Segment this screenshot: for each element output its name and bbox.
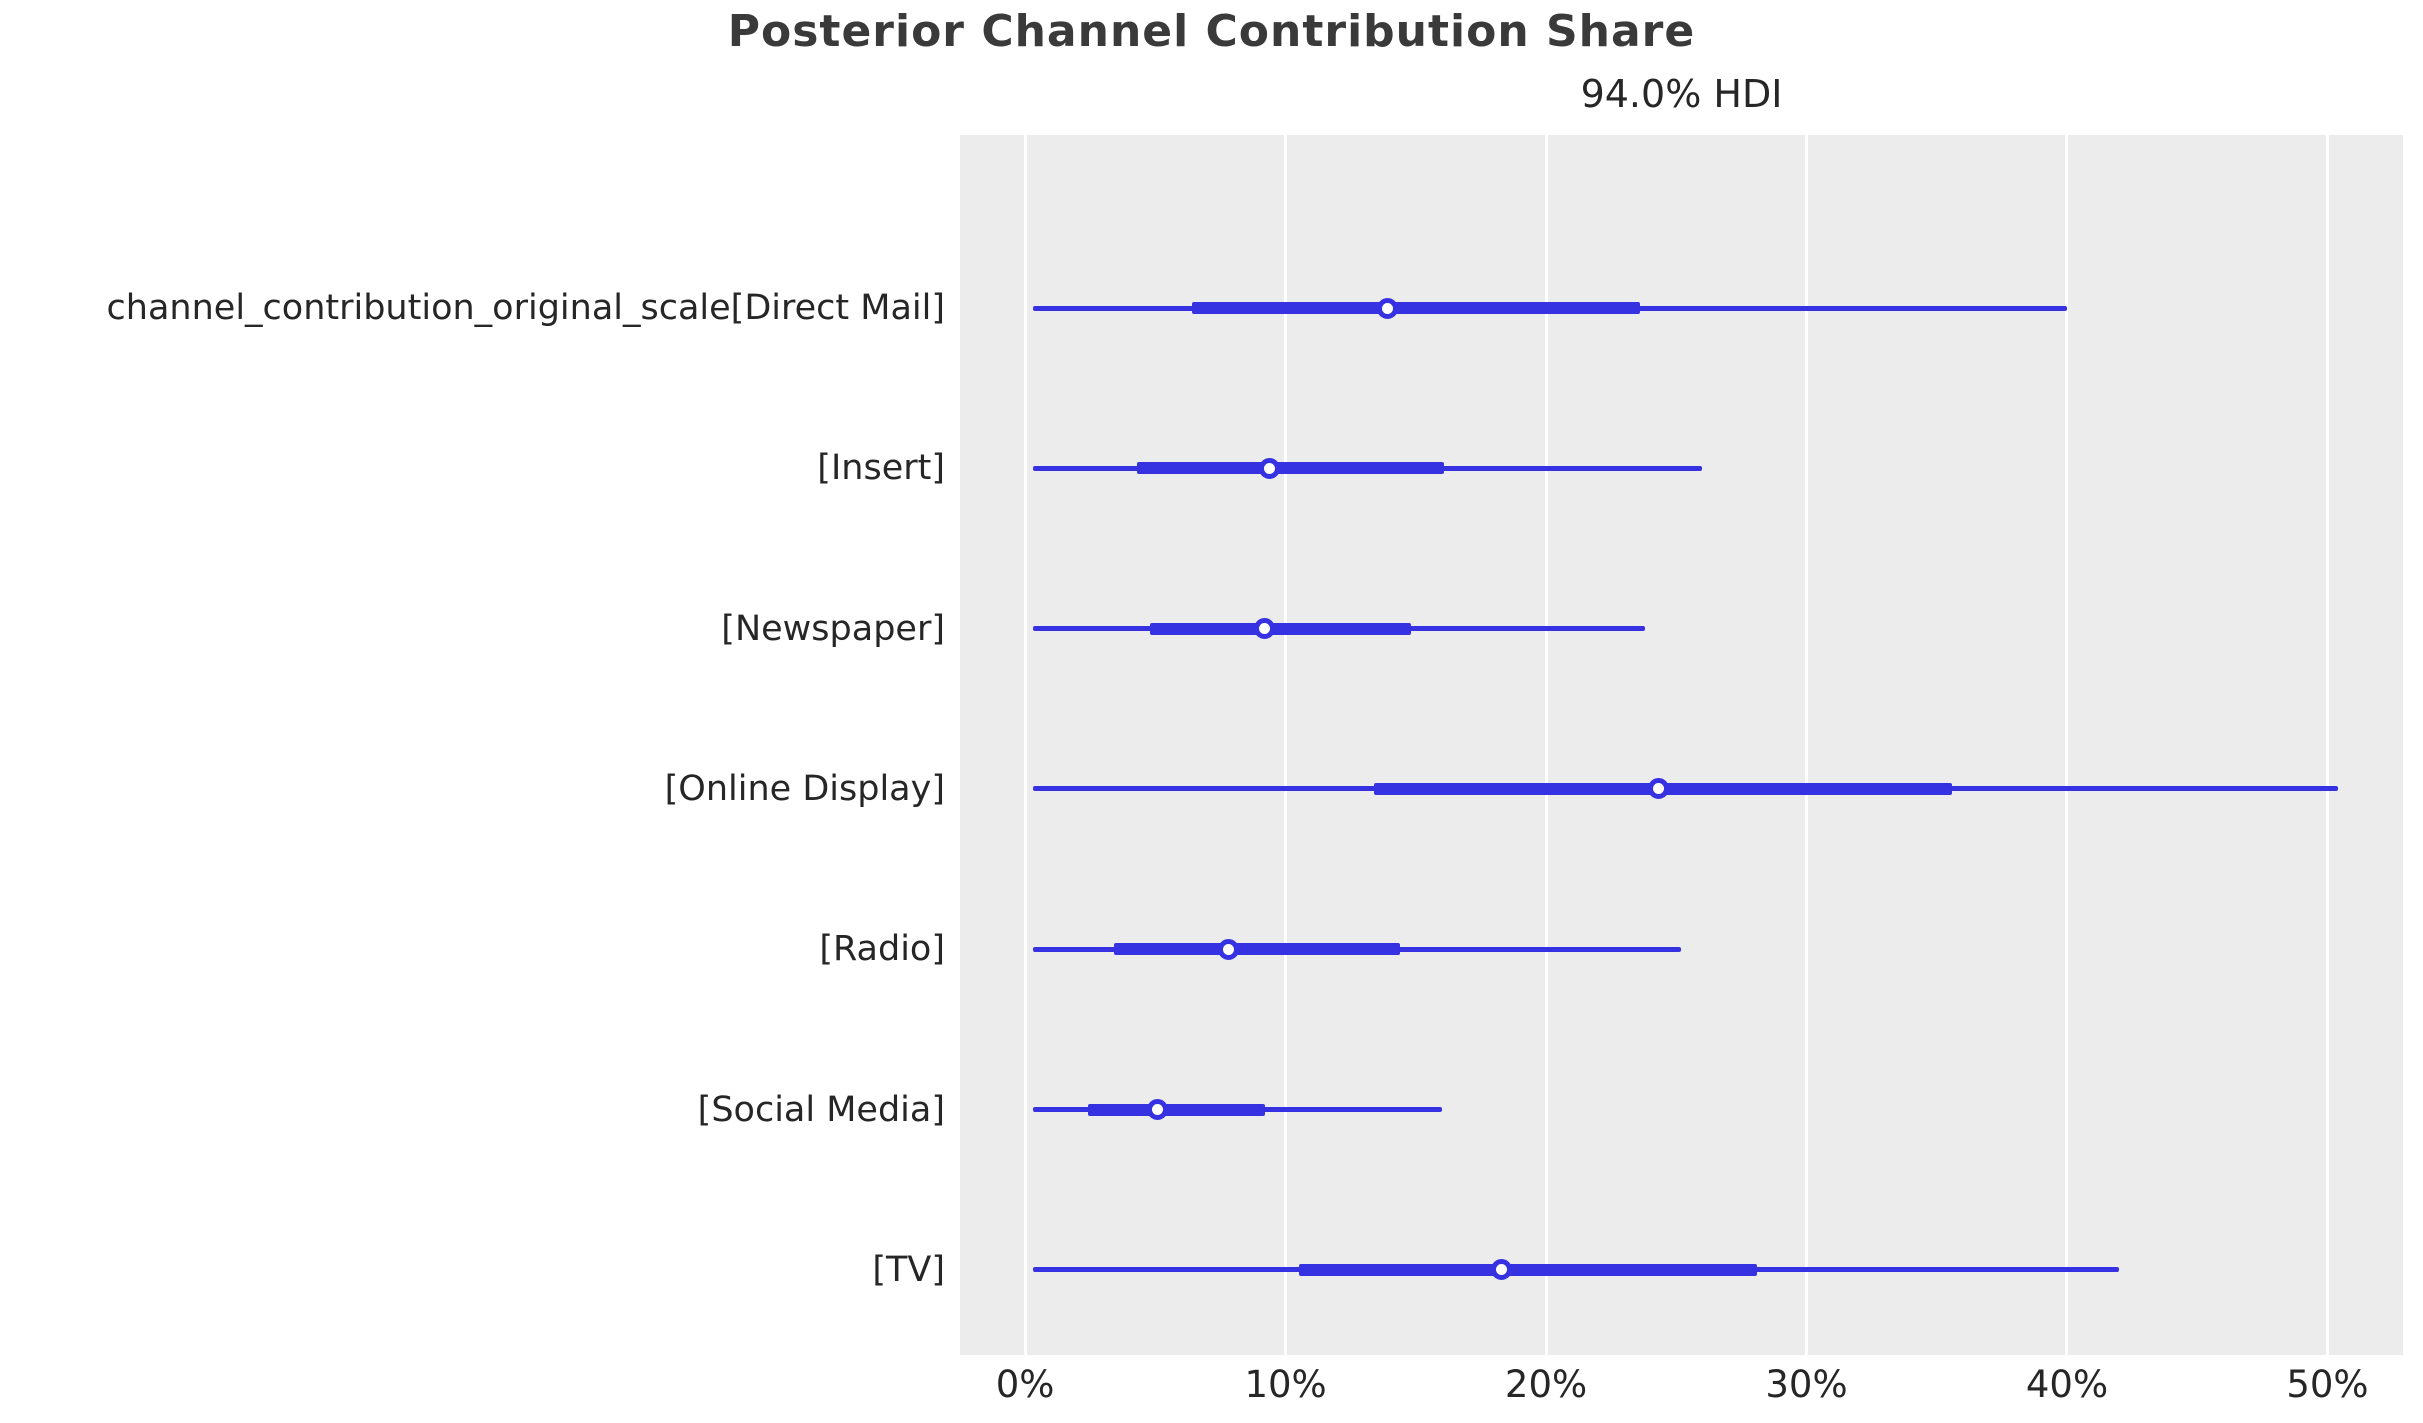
y-axis-label: [Online Display] xyxy=(664,768,945,809)
y-axis-label: [Radio] xyxy=(819,929,945,970)
x-tick-label: 10% xyxy=(1244,1363,1327,1406)
y-axis-label: [Newspaper] xyxy=(721,608,945,649)
y-axis-label: channel_contribution_original_scale[Dire… xyxy=(106,288,945,328)
median-marker xyxy=(1254,618,1276,640)
y-axis-label: [TV] xyxy=(872,1249,945,1290)
y-axis-label: [Insert] xyxy=(817,448,945,489)
hdi-subtitle: 94.0% HDI xyxy=(1580,72,1783,116)
quartile-range-line xyxy=(1137,462,1445,475)
median-marker xyxy=(1217,938,1239,960)
median-marker xyxy=(1491,1259,1513,1281)
x-tick-label: 20% xyxy=(1504,1363,1588,1406)
gridline xyxy=(1544,135,1548,1355)
x-tick-label: 30% xyxy=(1765,1363,1848,1406)
median-marker xyxy=(1647,778,1669,800)
gridline xyxy=(1284,135,1288,1355)
y-axis-label: [Social Media] xyxy=(697,1089,945,1130)
gridline xyxy=(1805,135,1809,1355)
x-tick-label: 50% xyxy=(2286,1363,2369,1406)
gridline xyxy=(1023,135,1027,1355)
x-tick-label: 40% xyxy=(2025,1363,2109,1406)
quartile-range-line xyxy=(1191,302,1640,314)
chart-title: Posterior Channel Contribution Share xyxy=(727,6,1696,57)
gridline xyxy=(2065,135,2069,1355)
quartile-range-line xyxy=(1150,622,1411,635)
gridline xyxy=(2325,135,2329,1355)
quartile-range-line xyxy=(1087,1103,1265,1116)
x-tick-label: 0% xyxy=(995,1363,1055,1406)
median-marker xyxy=(1147,1099,1169,1121)
quartile-range-line xyxy=(1113,943,1401,956)
median-marker xyxy=(1259,457,1281,479)
median-marker xyxy=(1376,297,1398,319)
quartile-range-line xyxy=(1298,1263,1758,1276)
plot-area xyxy=(960,135,2403,1355)
